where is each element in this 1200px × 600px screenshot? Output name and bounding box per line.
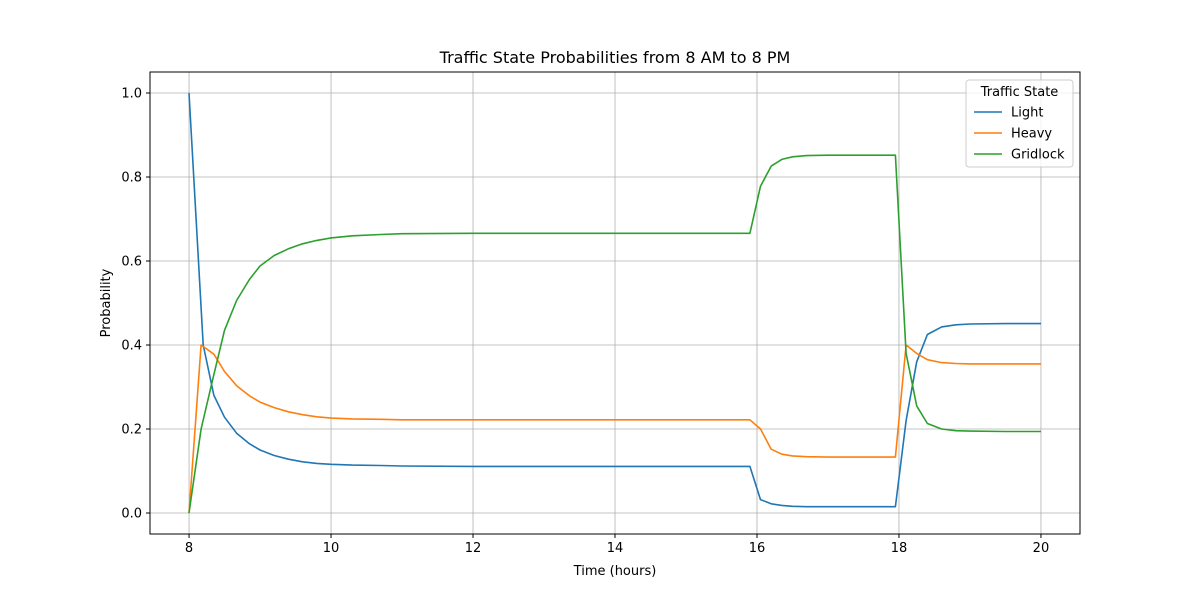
y-axis-label: Probability (99, 268, 114, 337)
x-tick-label: 12 (465, 541, 482, 556)
y-tick-label: 1.0 (121, 87, 142, 102)
chart-title: Traffic State Probabilities from 8 AM to… (439, 48, 791, 67)
y-tick-label: 0.6 (121, 255, 142, 270)
x-tick-label: 10 (323, 541, 340, 556)
legend-label-gridlock: Gridlock (1011, 148, 1065, 163)
series-lines (188, 92, 1041, 514)
x-tick-label: 16 (749, 541, 766, 556)
x-tick-label: 18 (891, 541, 908, 556)
x-tick-label: 20 (1033, 541, 1050, 556)
y-tick-label: 0.2 (121, 423, 142, 438)
legend-box (965, 79, 1074, 168)
y-tick-label: 0.4 (121, 339, 142, 354)
grid-lines (150, 72, 1080, 534)
legend: Traffic State Light Heavy Gridlock (965, 79, 1074, 168)
legend-label-light: Light (1011, 106, 1043, 121)
legend-label-heavy: Heavy (1011, 127, 1052, 142)
x-axis-label: Time (hours) (573, 564, 657, 579)
legend-title: Traffic State (980, 85, 1059, 100)
legend-items: Light Heavy Gridlock (974, 106, 1065, 163)
x-tick-label: 8 (185, 541, 193, 556)
series-line-light (188, 92, 1041, 508)
series-line-heavy (188, 344, 1041, 514)
y-tick-label: 0.0 (121, 507, 142, 522)
y-tick-label: 0.8 (121, 171, 142, 186)
series-line-gridlock (188, 154, 1041, 514)
axis-ticks: 8 10 12 14 16 18 20 0.0 0.2 0.4 0.6 0.8 1.0 (121, 87, 1049, 557)
x-tick-label: 14 (607, 541, 624, 556)
